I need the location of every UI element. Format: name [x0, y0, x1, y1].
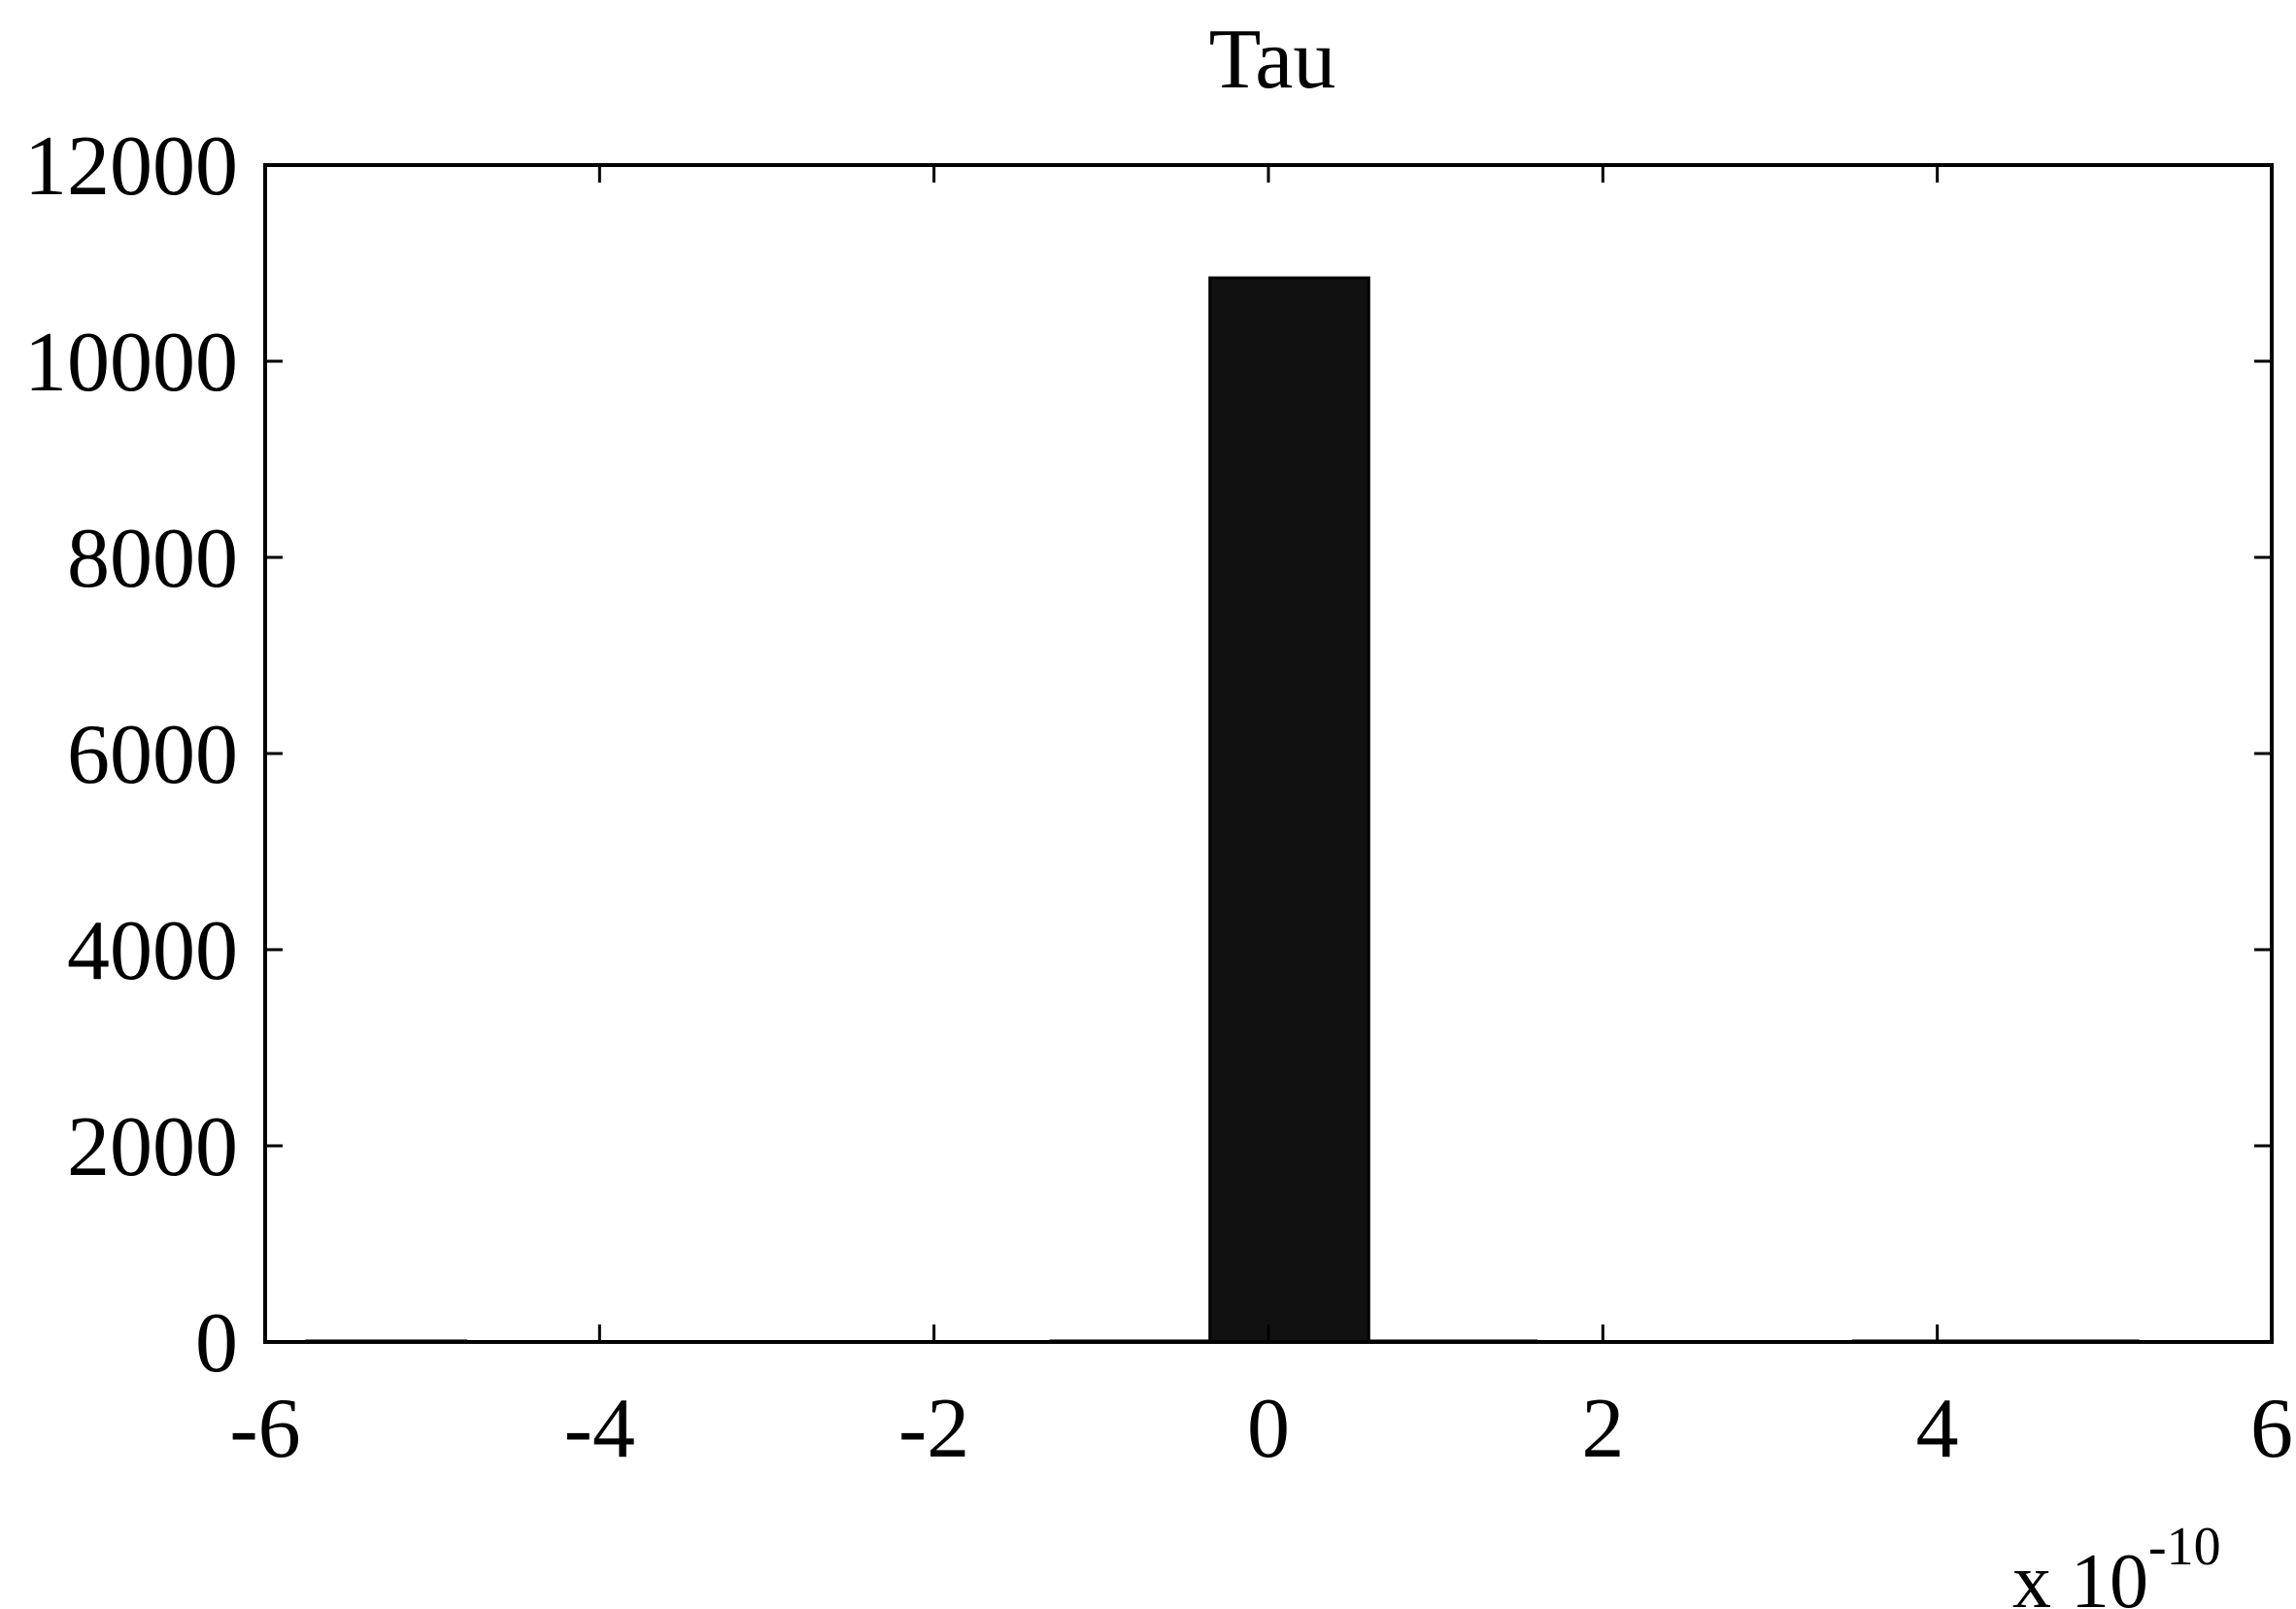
ticks-group: [263, 163, 2274, 1344]
bars-group: [305, 276, 2140, 1344]
x-tick-label: -4: [564, 1382, 635, 1476]
x-tick-label: -2: [898, 1382, 969, 1476]
x-tick-labels: -6 -4 -2 0 2 4 6: [229, 1382, 2293, 1476]
y-tick-label: 0: [195, 1296, 238, 1391]
histogram-bar: [1208, 276, 1370, 1344]
x-multiplier-base: x 10: [2012, 1539, 2148, 1609]
y-tick-label: 2000: [67, 1100, 238, 1194]
x-multiplier-exponent: -10: [2148, 1517, 2221, 1577]
y-tick-label: 8000: [67, 512, 238, 606]
x-tick-label: 2: [1581, 1382, 1624, 1476]
y-tick-label: 10000: [24, 316, 238, 410]
y-tick-labels: 0 2000 4000 6000 8000 10000 12000: [24, 119, 238, 1391]
x-tick-label: -6: [229, 1382, 300, 1476]
y-tick-label: 12000: [24, 119, 238, 214]
x-tick-label: 0: [1247, 1382, 1290, 1476]
chart-title: Tau: [1209, 13, 1336, 107]
y-tick-label: 6000: [67, 708, 238, 802]
plot-area-frame: [263, 163, 2274, 1344]
x-axis-multiplier: x 10-10: [2012, 1517, 2221, 1609]
x-tick-label: 4: [1916, 1382, 1959, 1476]
x-tick-label: 6: [2250, 1382, 2293, 1476]
y-tick-label: 4000: [67, 904, 238, 998]
